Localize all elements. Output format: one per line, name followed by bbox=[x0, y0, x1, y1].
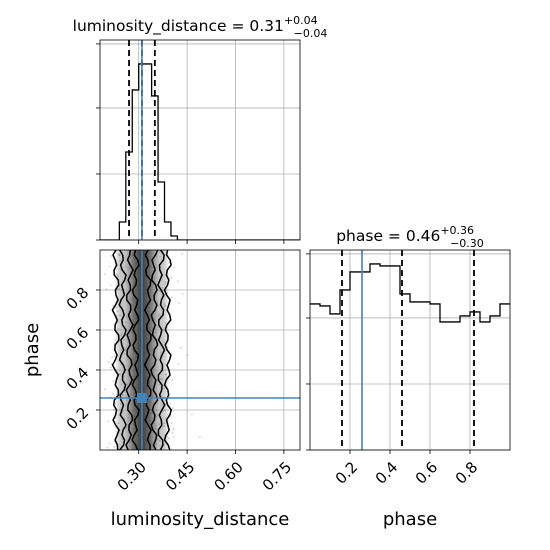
joint-yticklabel-1: 0.4 bbox=[63, 364, 93, 394]
joint-contour-0-right bbox=[163, 250, 173, 450]
panel-luminosity-hist-layer bbox=[100, 40, 300, 240]
panel-joint-ticks: 0.30 0.45 0.60 0.75 0.2 0.4 0.6 0.8 bbox=[63, 284, 295, 495]
joint-sample-point bbox=[112, 409, 115, 411]
joint-sample-point bbox=[171, 431, 174, 434]
joint-sample-point bbox=[107, 361, 110, 364]
joint-contour-2-right bbox=[150, 250, 159, 450]
joint-sample-point bbox=[113, 440, 116, 443]
joint-sample-point bbox=[111, 356, 113, 359]
joint-contour-3-right bbox=[143, 250, 152, 450]
joint-contour-2-left bbox=[125, 250, 134, 450]
panel-luminosity-ticks bbox=[96, 43, 285, 244]
joint-yticklabel-2: 0.6 bbox=[63, 324, 93, 354]
panel-phase-ticks: 0.2 0.4 0.6 0.8 bbox=[306, 253, 482, 488]
joint-sample-point bbox=[172, 428, 175, 430]
panel-phase-frame bbox=[309, 249, 511, 451]
phase-xticklabel-3: 0.8 bbox=[452, 458, 482, 488]
x-axis-label-phase: phase bbox=[383, 509, 437, 530]
phase-histogram-step bbox=[310, 263, 510, 323]
panel-phase-hist-layer bbox=[310, 250, 510, 450]
joint-yticklabel-0: 0.2 bbox=[63, 404, 93, 434]
phase-xticklabel-2: 0.6 bbox=[412, 458, 442, 488]
joint-sample-point bbox=[177, 363, 180, 366]
joint-sample-point bbox=[110, 366, 112, 369]
joint-sample-point bbox=[111, 392, 114, 395]
luminosity-title-plus: +0.04 bbox=[284, 14, 318, 27]
joint-truth-marker bbox=[136, 393, 147, 403]
joint-sample-point bbox=[112, 305, 114, 307]
joint-sample-point bbox=[181, 293, 184, 295]
phase-title-param: phase bbox=[336, 227, 383, 245]
joint-sample-point bbox=[108, 442, 111, 445]
panel-joint: 0.30 0.45 0.60 0.75 0.2 0.4 0.6 0.8 bbox=[63, 249, 301, 495]
joint-sample-point bbox=[177, 280, 179, 283]
panel-phase-marginal: 0.2 0.4 0.6 0.8 phase = 0.46+0.36 −0.30 bbox=[306, 224, 511, 488]
joint-sample-point bbox=[173, 266, 176, 269]
joint-sample-point bbox=[186, 354, 189, 357]
panel-joint-frame bbox=[99, 249, 301, 451]
joint-sample-point bbox=[181, 252, 184, 255]
joint-yticklabel-3: 0.8 bbox=[63, 284, 93, 314]
joint-sample-point bbox=[169, 402, 171, 404]
phase-title-minus: −0.30 bbox=[450, 237, 484, 250]
phase-xticklabel-0: 0.2 bbox=[332, 458, 362, 488]
phase-title-plus: +0.36 bbox=[440, 224, 474, 237]
luminosity-title: luminosity_distance = 0.31+0.04 −0.04 bbox=[73, 14, 328, 40]
joint-sample-point bbox=[104, 273, 106, 276]
joint-sample-point bbox=[170, 422, 173, 424]
joint-contour-1-left bbox=[118, 250, 127, 450]
joint-xticklabel-0: 0.30 bbox=[114, 458, 150, 494]
joint-contour-3-left bbox=[131, 250, 140, 450]
luminosity-title-minus: −0.04 bbox=[294, 27, 328, 40]
luminosity-title-param: luminosity_distance bbox=[73, 17, 227, 36]
joint-contour-1-right bbox=[157, 250, 166, 450]
joint-sample-point bbox=[108, 265, 111, 268]
joint-sample-point bbox=[190, 413, 193, 416]
joint-sample-point bbox=[172, 435, 175, 438]
joint-sample-point bbox=[105, 288, 108, 290]
joint-sample-point bbox=[90, 401, 92, 403]
panel-joint-density-layer bbox=[89, 250, 300, 450]
panel-luminosity-grid bbox=[100, 40, 300, 241]
panel-phase-grid bbox=[310, 250, 510, 451]
panel-luminosity-frame bbox=[99, 39, 301, 241]
joint-xticklabel-2: 0.60 bbox=[210, 458, 246, 494]
joint-sample-point bbox=[179, 346, 182, 349]
joint-contour-0-left bbox=[111, 250, 120, 450]
joint-xticklabel-1: 0.45 bbox=[162, 458, 198, 494]
joint-sample-point bbox=[113, 445, 115, 448]
joint-sample-point bbox=[110, 255, 113, 257]
luminosity-title-median: 0.31 bbox=[249, 17, 284, 35]
panel-luminosity-marginal: luminosity_distance = 0.31+0.04 −0.04 bbox=[73, 14, 328, 244]
phase-title: phase = 0.46+0.36 −0.30 bbox=[336, 224, 484, 250]
x-axis-label-luminosity: luminosity_distance bbox=[111, 509, 290, 530]
phase-xticklabel-1: 0.4 bbox=[372, 458, 402, 488]
joint-sample-point bbox=[98, 383, 100, 385]
joint-sample-point bbox=[109, 284, 112, 286]
joint-sample-point bbox=[199, 436, 201, 438]
joint-sample-point bbox=[171, 379, 174, 381]
joint-sample-point bbox=[107, 420, 110, 423]
joint-sample-point bbox=[178, 302, 181, 305]
joint-sample-point bbox=[170, 277, 172, 279]
y-axis-label-phase: phase bbox=[22, 323, 43, 377]
joint-sample-point bbox=[112, 380, 115, 382]
joint-sample-point bbox=[170, 296, 173, 299]
phase-title-median: 0.46 bbox=[406, 227, 441, 245]
joint-sample-point bbox=[172, 407, 174, 409]
joint-sample-point bbox=[89, 432, 91, 434]
joint-sample-point bbox=[104, 388, 106, 391]
joint-xticklabel-3: 0.75 bbox=[259, 458, 295, 494]
luminosity-histogram-step bbox=[100, 63, 300, 240]
joint-sample-point bbox=[106, 446, 109, 449]
